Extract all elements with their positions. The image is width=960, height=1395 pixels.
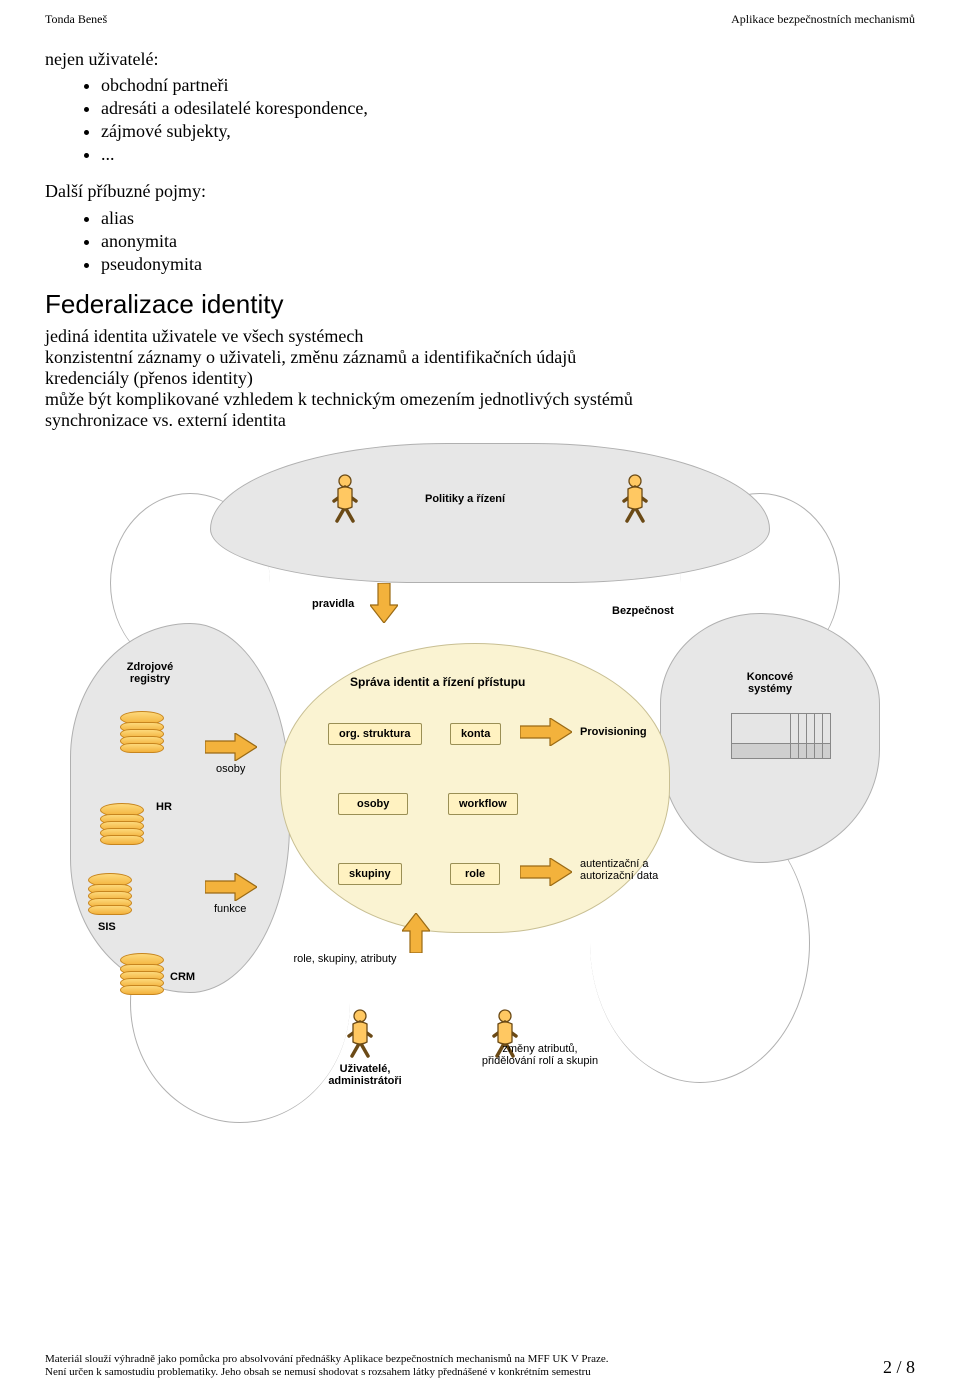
para-line: synchronizace vs. externí identita [45, 410, 915, 431]
db-icon [120, 953, 164, 995]
bullet: adresáti a odesilatelé korespondence, [101, 98, 915, 119]
bullet: anonymita [101, 231, 915, 252]
arrow-right-icon [520, 718, 572, 749]
db-icon [120, 711, 164, 753]
chip-workflow: workflow [448, 793, 518, 815]
db-icon [88, 873, 132, 915]
label-auth: autentizační a autorizační data [580, 858, 670, 882]
identity-diagram: Politiky a řízení pravidla Bezpečnost Sp… [70, 443, 890, 1163]
bullet: alias [101, 208, 915, 229]
bullet: obchodní partneři [101, 75, 915, 96]
arrow-right-icon [205, 733, 257, 764]
arrow-down-icon [370, 583, 398, 626]
person-icon [620, 473, 650, 523]
chip-skupiny: skupiny [338, 863, 402, 885]
section1-bullets: obchodní partneři adresáti a odesilatelé… [45, 75, 915, 165]
footer-line2: Není určen k samostudiu problematiky. Je… [45, 1366, 915, 1379]
arrow-up-icon [402, 913, 430, 956]
label-pravidla: pravidla [312, 598, 354, 610]
label-osoby-in: osoby [216, 763, 245, 775]
para-line: jediná identita uživatele ve všech systé… [45, 326, 915, 347]
person-icon [345, 1008, 375, 1058]
page-footer: Materiál slouží výhradně jako pomůcka pr… [45, 1353, 915, 1379]
section1-intro: nejen uživatelé: [45, 47, 915, 71]
cloud-top-label: Politiky a řízení [425, 493, 505, 505]
cloud-right-label: Koncové systémy [730, 671, 810, 695]
label-uzivatele-admin: Uživatelé, administrátoři [310, 1063, 420, 1087]
person-icon [330, 473, 360, 523]
para-line: konzistentní záznamy o uživateli, změnu … [45, 347, 915, 368]
db-label-sis: SIS [98, 921, 116, 933]
label-role-skupiny: role, skupiny, atributy [290, 953, 400, 965]
db-label-crm: CRM [170, 971, 195, 983]
heading-federalizace: Federalizace identity [45, 289, 915, 320]
bullet: pseudonymita [101, 254, 915, 275]
db-label-hr: HR [156, 801, 172, 813]
label-bezpecnost: Bezpečnost [612, 605, 674, 617]
section2-intro: Další příbuzné pojmy: [45, 179, 915, 203]
arrow-right-icon [205, 873, 257, 904]
db-icon [100, 803, 144, 845]
page-number: 2 / 8 [883, 1357, 915, 1379]
cloud-top [210, 443, 770, 583]
para-line: kredenciály (přenos identity) [45, 368, 915, 389]
section2-bullets: alias anonymita pseudonymita [45, 208, 915, 275]
para-line: může být komplikované vzhledem k technic… [45, 389, 915, 410]
header-left: Tonda Beneš [45, 12, 107, 27]
chip-org-struktura: org. struktura [328, 723, 422, 745]
header-right: Aplikace bezpečnostních mechanismů [731, 12, 915, 27]
center-title: Správa identit a řízení přístupu [350, 675, 525, 689]
label-provisioning: Provisioning [580, 726, 647, 738]
label-funkce-in: funkce [214, 903, 246, 915]
bullet: zájmové subjekty, [101, 121, 915, 142]
bullet: ... [101, 144, 915, 165]
chip-osoby: osoby [338, 793, 408, 815]
cloud-left-label: Zdrojové registry [110, 661, 190, 685]
label-zmeny-atributu: změny atributů, přidělování rolí a skupi… [480, 1043, 600, 1067]
arrow-right-icon [520, 858, 572, 889]
chip-role: role [450, 863, 500, 885]
chip-konta: konta [450, 723, 501, 745]
footer-line1: Materiál slouží výhradně jako pomůcka pr… [45, 1353, 915, 1366]
